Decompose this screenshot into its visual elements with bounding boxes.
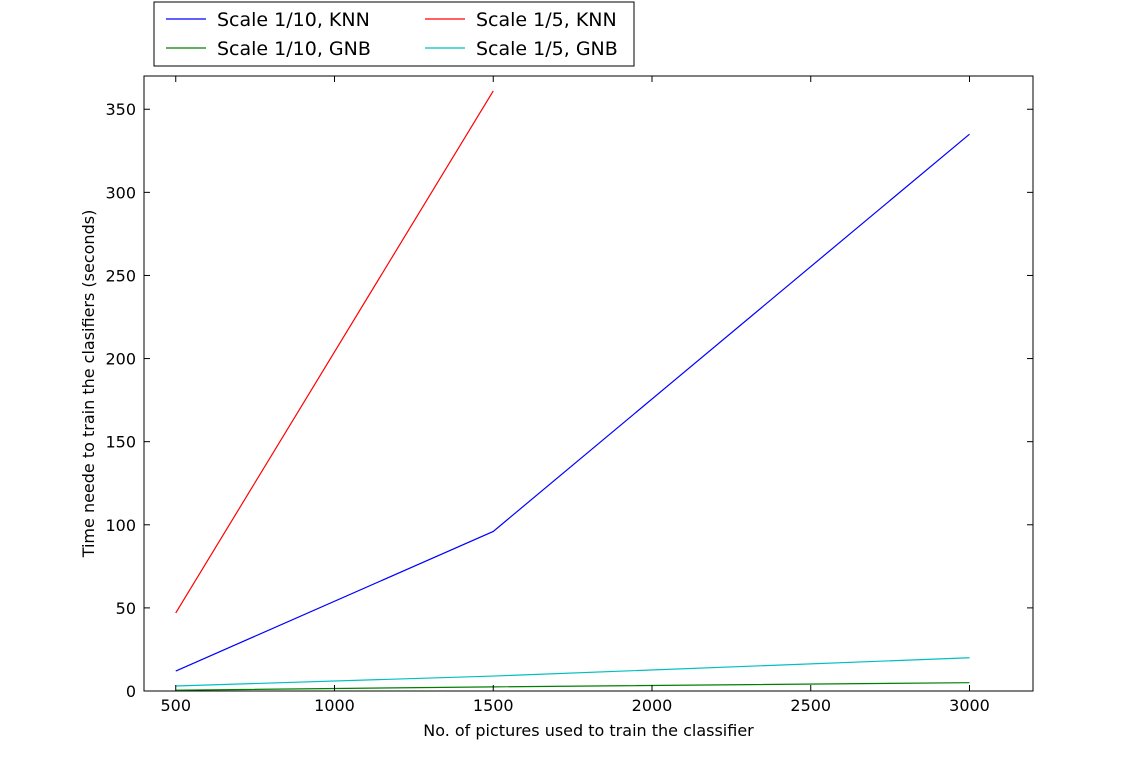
y-tick-label: 300 bbox=[105, 183, 136, 202]
series-layer bbox=[175, 90, 970, 691]
series-line-3 bbox=[175, 657, 970, 687]
x-tick-label: 2000 bbox=[632, 696, 673, 715]
y-tick-label: 150 bbox=[105, 433, 136, 452]
series-line-1 bbox=[175, 682, 970, 691]
x-axis-label: No. of pictures used to train the classi… bbox=[423, 721, 754, 740]
y-axis-label: Time neede to train the clasifiers (seco… bbox=[79, 210, 98, 559]
x-tick-label: 2500 bbox=[790, 696, 831, 715]
legend-label-3: Scale 1/5, GNB bbox=[476, 38, 618, 60]
x-tick-label: 1500 bbox=[473, 696, 514, 715]
legend-label-2: Scale 1/5, KNN bbox=[476, 9, 617, 31]
legend-label-1: Scale 1/10, GNB bbox=[217, 38, 371, 60]
legend: Scale 1/10, KNN Scale 1/10, GNB Scale 1/5,… bbox=[153, 1, 635, 67]
y-tick-label: 100 bbox=[105, 516, 136, 535]
x-tick-label: 500 bbox=[160, 696, 191, 715]
y-tick-label: 50 bbox=[116, 599, 136, 618]
x-axis: 500 1000 1500 2000 2500 3000 bbox=[160, 76, 990, 715]
y-tick-label: 0 bbox=[126, 682, 136, 701]
x-tick-label: 1000 bbox=[314, 696, 355, 715]
y-axis: 0 50 100 150 200 250 300 350 bbox=[105, 100, 1033, 701]
y-tick-label: 250 bbox=[105, 266, 136, 285]
legend-label-0: Scale 1/10, KNN bbox=[217, 9, 370, 31]
series-line-0 bbox=[175, 133, 970, 672]
x-tick-label: 3000 bbox=[949, 696, 990, 715]
plot-area bbox=[143, 75, 1034, 692]
legend-box bbox=[153, 1, 635, 67]
y-tick-label: 350 bbox=[105, 100, 136, 119]
series-line-2 bbox=[175, 90, 494, 614]
y-tick-label: 200 bbox=[105, 350, 136, 369]
